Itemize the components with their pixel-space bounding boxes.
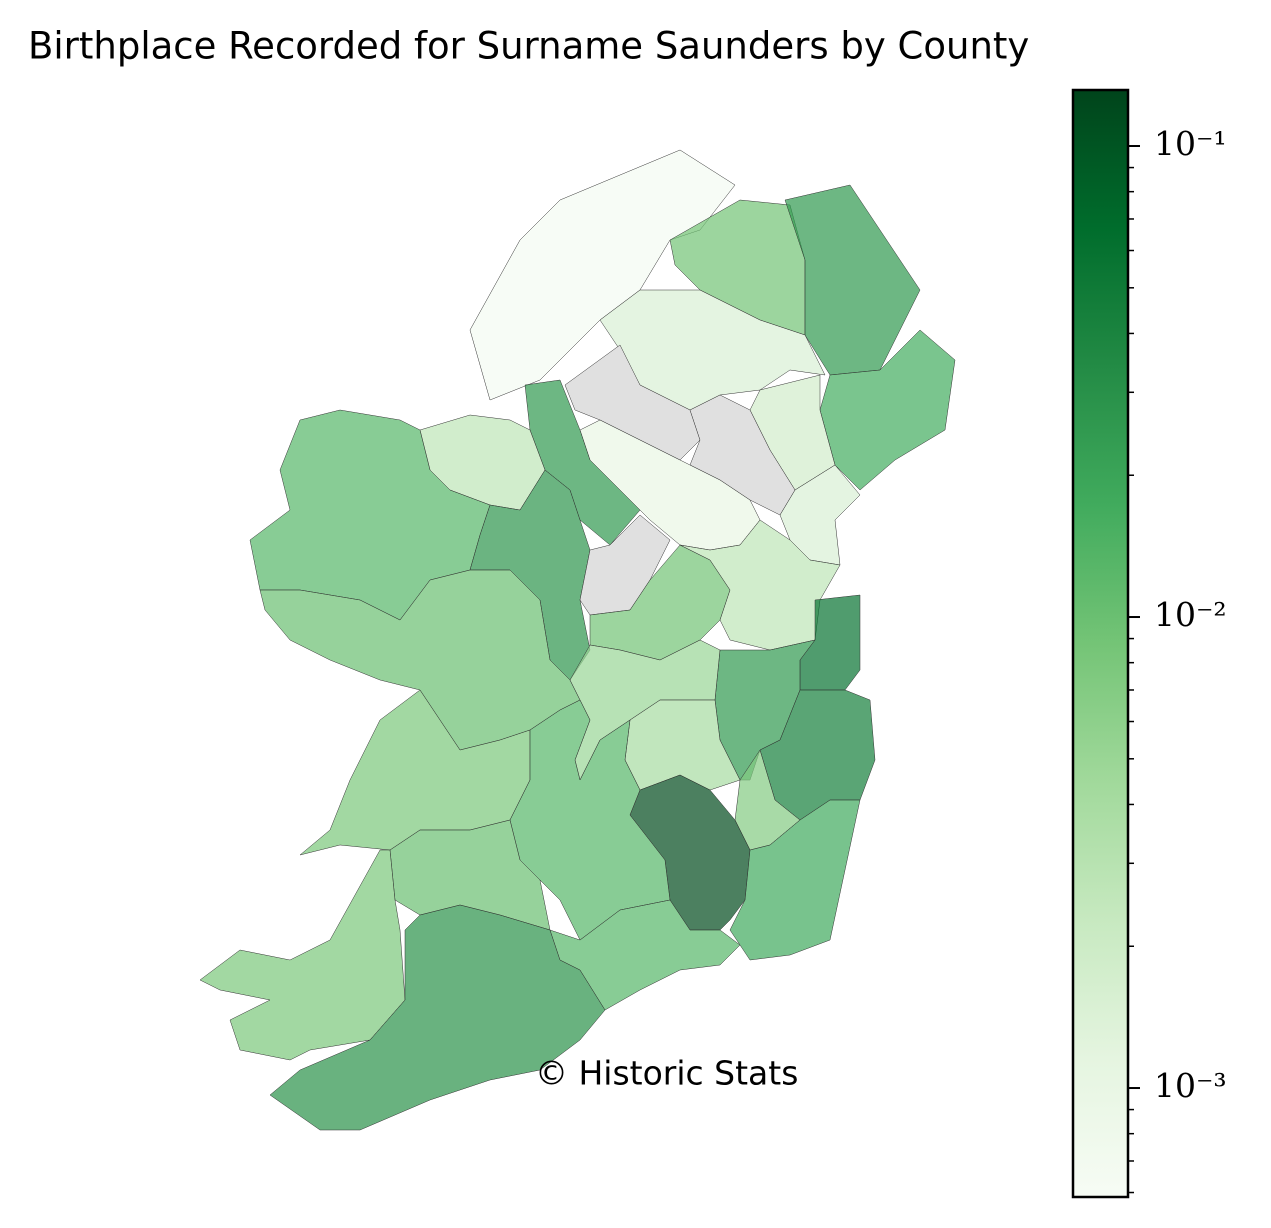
annotation: © Historic Stats (535, 1054, 798, 1093)
colorbar (1071, 88, 1130, 1199)
county (549, 899, 741, 1011)
colorbar-tick-label: 10⁻³ (1154, 1066, 1227, 1105)
chart-title: Birthplace Recorded for Surname Saunders… (28, 25, 1029, 68)
colorbar-tick-label: 10⁻¹ (1154, 124, 1227, 163)
county (784, 184, 921, 376)
colorbar-tick-label: 10⁻² (1154, 595, 1227, 634)
county (389, 819, 551, 931)
county (729, 799, 861, 961)
county (269, 904, 606, 1131)
county (199, 849, 406, 1061)
county (564, 344, 701, 461)
map (199, 149, 956, 1131)
